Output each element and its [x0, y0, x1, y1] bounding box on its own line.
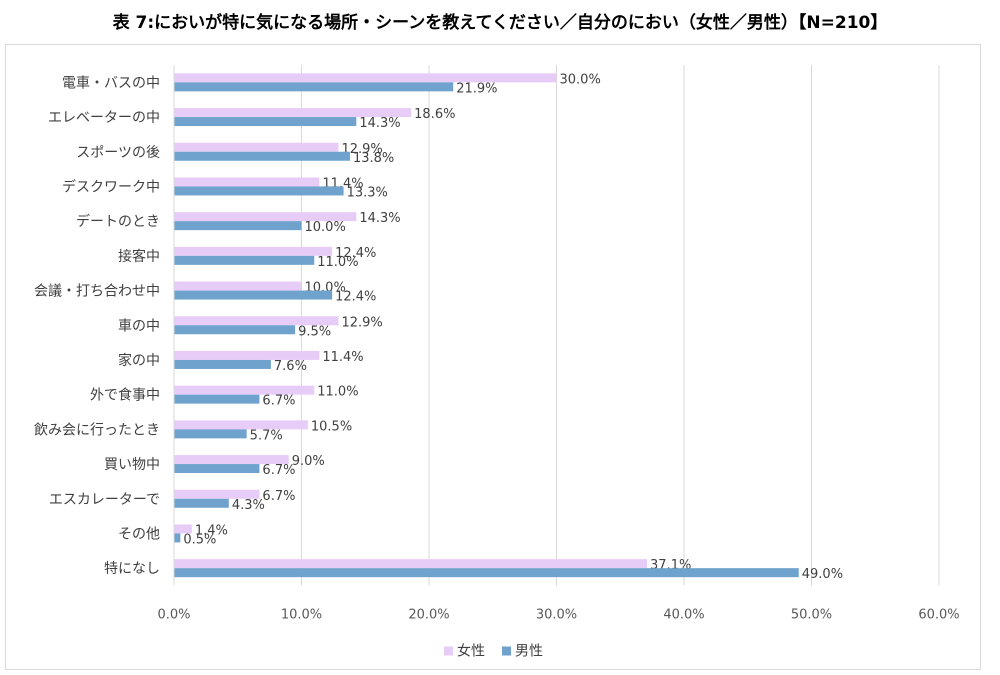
female-bar: [174, 246, 333, 256]
male-bar: [174, 464, 260, 474]
category-label: 飲み会に行ったとき: [34, 422, 160, 438]
data-label: 13.3%: [347, 185, 388, 200]
data-label: 30.0%: [560, 72, 601, 87]
data-label: 11.0%: [317, 385, 358, 400]
male-bar: [174, 82, 454, 92]
male-bar: [174, 325, 296, 335]
female-bar: [174, 73, 557, 83]
female-bar: [174, 455, 289, 465]
legend-swatch-female: [444, 646, 453, 656]
male-bar: [174, 290, 333, 300]
data-label: 12.9%: [341, 315, 382, 330]
female-bar: [174, 524, 192, 534]
category-label: デートのとき: [76, 213, 160, 230]
data-label: 21.9%: [456, 81, 497, 96]
data-label: 6.7%: [262, 463, 295, 478]
data-label: 5.7%: [250, 428, 283, 443]
category-label: エスカレーターで: [49, 492, 160, 508]
data-label: 10.0%: [305, 220, 346, 235]
female-bar: [174, 108, 412, 118]
category-label: スポーツの後: [76, 145, 160, 161]
x-tick-label: 10.0%: [281, 608, 322, 623]
female-bar: [174, 489, 260, 499]
female-bar: [174, 142, 339, 152]
data-label: 12.4%: [335, 246, 376, 261]
male-bar: [174, 394, 260, 404]
data-label: 13.8%: [353, 151, 394, 166]
category-label: 外で食事中: [90, 387, 160, 404]
category-label: 接客中: [118, 248, 160, 265]
data-label: 18.6%: [414, 107, 455, 122]
female-bar: [174, 316, 339, 326]
male-bar: [174, 255, 315, 265]
category-label: 会議・打ち合わせ中: [34, 283, 160, 300]
x-tick-label: 20.0%: [408, 608, 449, 623]
male-bar: [174, 221, 302, 231]
data-label: 11.0%: [317, 255, 358, 270]
male-bar: [174, 498, 229, 508]
x-tick-label: 30.0%: [536, 608, 577, 623]
data-label: 0.5%: [183, 532, 216, 547]
data-label: 6.7%: [262, 489, 295, 504]
category-label: 車の中: [118, 317, 160, 334]
male-bar: [174, 568, 799, 578]
x-tick-label: 0.0%: [157, 608, 190, 623]
data-label: 49.0%: [802, 567, 843, 582]
x-tick-label: 60.0%: [918, 608, 959, 623]
legend-label-female: 女性: [457, 643, 485, 660]
data-label: 4.3%: [232, 498, 265, 513]
female-bar: [174, 281, 302, 291]
female-bar: [174, 177, 320, 187]
male-bar: [174, 429, 247, 439]
bar-chart: 0.0% 10.0% 20.0% 30.0% 40.0% 50.0% 60.0% 電車・バスの…: [34, 65, 960, 660]
category-label: 電車・バスの中: [62, 74, 160, 91]
data-label: 1.4%: [195, 523, 228, 538]
category-label: エレベーターの中: [48, 110, 160, 126]
data-label: 12.9%: [341, 142, 382, 157]
data-label: 7.6%: [274, 359, 307, 374]
category-label: デスクワーク中: [62, 178, 160, 195]
data-label: 11.4%: [322, 350, 363, 365]
data-label: 14.3%: [359, 116, 400, 131]
female-bar: [174, 212, 357, 222]
chart-area: 0.0% 10.0% 20.0% 30.0% 40.0% 50.0% 60.0% 電車・バスの…: [5, 44, 981, 670]
female-bar: [174, 420, 308, 430]
category-label: その他: [118, 526, 160, 542]
legend-swatch-male: [502, 646, 511, 656]
x-tick-label: 50.0%: [791, 608, 832, 623]
male-bar: [174, 151, 350, 161]
male-bar: [174, 117, 357, 127]
legend-label-male: 男性: [515, 644, 543, 660]
chart-title: 表 7:においが特に気になる場所・シーンを教えてください／自分のにおい（女性／男…: [112, 13, 888, 33]
female-bar: [174, 350, 320, 360]
female-bar: [174, 385, 315, 395]
category-label: 家の中: [118, 352, 160, 369]
female-bar: [174, 559, 648, 569]
male-bar: [174, 359, 271, 369]
data-label: 9.5%: [298, 324, 331, 339]
male-bar: [174, 533, 181, 543]
data-label: 6.7%: [262, 394, 295, 409]
data-label: 10.5%: [311, 419, 352, 434]
data-label: 12.4%: [335, 290, 376, 305]
data-label: 14.3%: [359, 211, 400, 226]
x-tick-label: 40.0%: [663, 608, 704, 623]
data-label: 9.0%: [292, 454, 325, 469]
category-label: 特になし: [104, 561, 160, 577]
male-bar: [174, 186, 344, 196]
category-label: 買い物中: [104, 457, 160, 473]
